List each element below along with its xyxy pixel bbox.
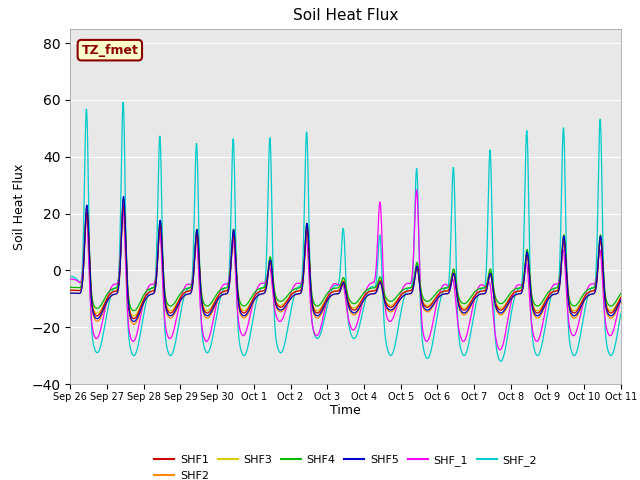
- SHF3: [278, 302, 285, 308]
- SHF1: [130, 316, 138, 322]
- SHF2: [302, 235, 310, 241]
- SHF_1: [547, 286, 555, 292]
- SHF4: [120, 196, 127, 202]
- Line: SHF1: SHF1: [70, 205, 621, 319]
- SHF2: [67, 290, 74, 296]
- SHF2: [163, 308, 170, 314]
- SHF5: [547, 293, 555, 299]
- Line: SHF3: SHF3: [70, 199, 621, 316]
- SHF2: [278, 309, 285, 314]
- SHF4: [163, 298, 170, 303]
- SHF_2: [129, 352, 137, 358]
- SHF4: [547, 287, 555, 293]
- SHF5: [302, 232, 310, 238]
- SHF3: [163, 302, 170, 308]
- SHF3: [67, 288, 74, 293]
- SHF_2: [278, 349, 285, 355]
- SHF_1: [607, 333, 614, 338]
- Legend: SHF1, SHF2, SHF3, SHF4, SHF5, SHF_1, SHF_2: SHF1, SHF2, SHF3, SHF4, SHF5, SHF_1, SHF…: [150, 451, 541, 480]
- Y-axis label: Soil Heat Flux: Soil Heat Flux: [13, 163, 26, 250]
- SHF1: [547, 290, 555, 296]
- Line: SHF5: SHF5: [70, 196, 621, 322]
- SHF4: [617, 290, 625, 296]
- SHF3: [547, 290, 555, 296]
- SHF_2: [497, 359, 504, 364]
- SHF_2: [547, 294, 555, 300]
- SHF_2: [67, 274, 74, 279]
- SHF3: [617, 294, 625, 300]
- SHF2: [617, 298, 625, 304]
- SHF4: [67, 285, 74, 290]
- SHF1: [617, 295, 625, 300]
- SHF_1: [496, 347, 504, 353]
- Line: SHF2: SHF2: [70, 201, 621, 324]
- SHF_2: [162, 339, 170, 345]
- SHF1: [163, 304, 170, 310]
- SHF2: [130, 322, 138, 327]
- SHF1: [607, 310, 614, 316]
- SHF5: [163, 306, 170, 312]
- SHF_2: [301, 153, 309, 158]
- SHF3: [607, 308, 614, 313]
- Text: TZ_fmet: TZ_fmet: [81, 44, 138, 57]
- Line: SHF4: SHF4: [70, 199, 621, 311]
- SHF_1: [413, 187, 420, 193]
- SHF2: [120, 198, 127, 204]
- SHF5: [617, 298, 625, 303]
- SHF_1: [301, 242, 309, 248]
- SHF_1: [67, 276, 74, 282]
- SHF_2: [617, 311, 625, 316]
- SHF3: [129, 313, 137, 319]
- SHF5: [129, 319, 137, 324]
- SHF_1: [162, 325, 170, 331]
- SHF1: [67, 288, 74, 293]
- SHF4: [607, 303, 614, 309]
- SHF1: [120, 202, 127, 208]
- SHF_1: [617, 296, 625, 301]
- SHF_2: [119, 99, 127, 105]
- Line: SHF_2: SHF_2: [70, 102, 621, 361]
- SHF2: [607, 315, 614, 321]
- SHF3: [302, 233, 310, 239]
- SHF4: [302, 231, 310, 237]
- SHF5: [278, 307, 285, 313]
- SHF5: [120, 193, 127, 199]
- SHF4: [129, 308, 137, 313]
- Line: SHF_1: SHF_1: [70, 190, 621, 350]
- SHF3: [130, 313, 138, 319]
- SHF4: [278, 298, 285, 304]
- SHF1: [278, 304, 285, 310]
- SHF1: [302, 236, 310, 242]
- SHF_2: [607, 352, 614, 358]
- SHF_1: [278, 318, 285, 324]
- Title: Soil Heat Flux: Soil Heat Flux: [293, 9, 398, 24]
- SHF1: [129, 316, 137, 322]
- SHF4: [130, 308, 138, 313]
- SHF3: [120, 196, 127, 202]
- SHF2: [547, 293, 555, 299]
- X-axis label: Time: Time: [330, 405, 361, 418]
- SHF5: [130, 319, 138, 324]
- SHF5: [67, 290, 74, 296]
- SHF2: [129, 321, 137, 327]
- SHF5: [607, 313, 614, 319]
- SHF_1: [129, 338, 137, 344]
